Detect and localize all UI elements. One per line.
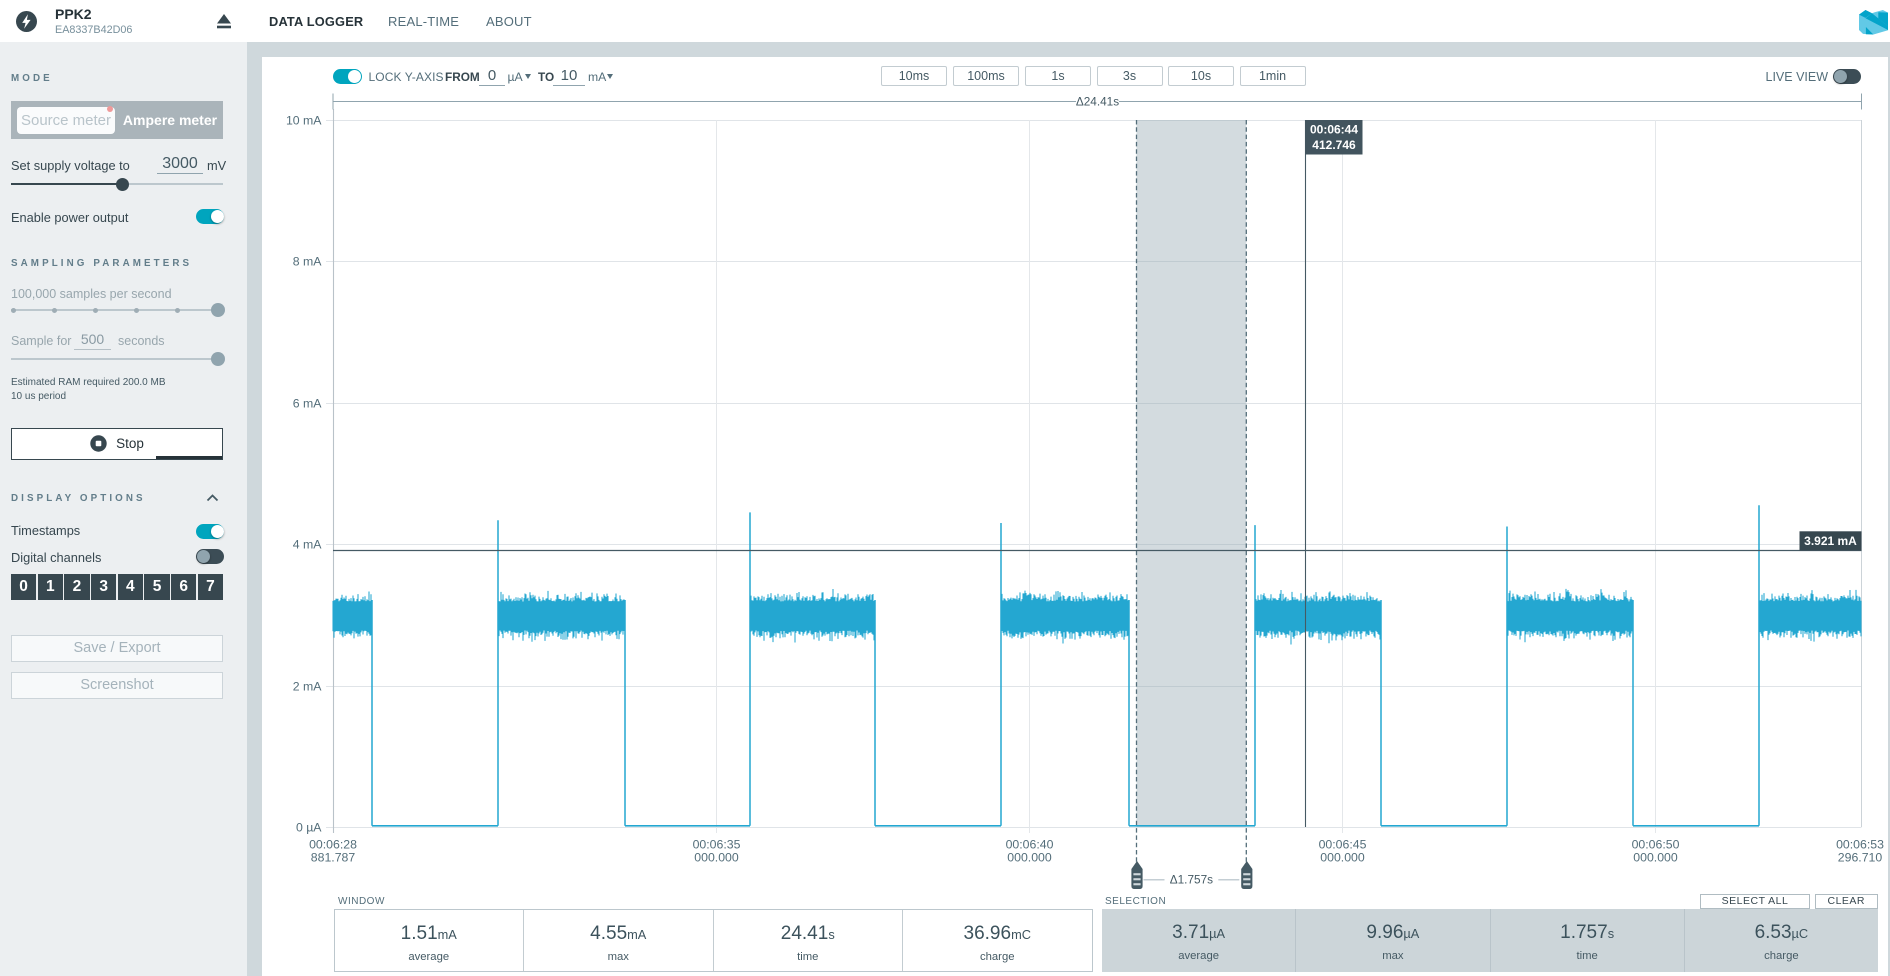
svg-text:10 mA: 10 mA xyxy=(286,114,322,128)
svg-text:0 µA: 0 µA xyxy=(296,821,322,835)
svg-text:412.746: 412.746 xyxy=(1312,138,1356,152)
svg-text:296.710: 296.710 xyxy=(1838,851,1883,865)
svg-text:000.000: 000.000 xyxy=(694,851,739,865)
svg-text:00:06:45: 00:06:45 xyxy=(1319,838,1367,852)
svg-text:000.000: 000.000 xyxy=(1633,851,1678,865)
svg-text:000.000: 000.000 xyxy=(1007,851,1052,865)
svg-text:881.787: 881.787 xyxy=(311,851,356,865)
svg-text:6 mA: 6 mA xyxy=(293,397,322,411)
svg-text:4 mA: 4 mA xyxy=(293,538,322,552)
svg-text:00:06:28: 00:06:28 xyxy=(309,838,357,852)
svg-text:00:06:50: 00:06:50 xyxy=(1632,838,1680,852)
svg-text:00:06:35: 00:06:35 xyxy=(693,838,741,852)
svg-text:Δ24.41s: Δ24.41s xyxy=(1076,94,1119,108)
svg-text:2 mA: 2 mA xyxy=(293,680,322,694)
svg-text:00:06:44: 00:06:44 xyxy=(1310,123,1358,137)
svg-text:00:06:40: 00:06:40 xyxy=(1006,838,1054,852)
svg-text:Δ1.757s: Δ1.757s xyxy=(1170,873,1213,887)
svg-text:00:06:53: 00:06:53 xyxy=(1836,838,1884,852)
svg-text:3.921 mA: 3.921 mA xyxy=(1804,534,1857,548)
svg-text:000.000: 000.000 xyxy=(1320,851,1365,865)
svg-text:8 mA: 8 mA xyxy=(293,255,322,269)
